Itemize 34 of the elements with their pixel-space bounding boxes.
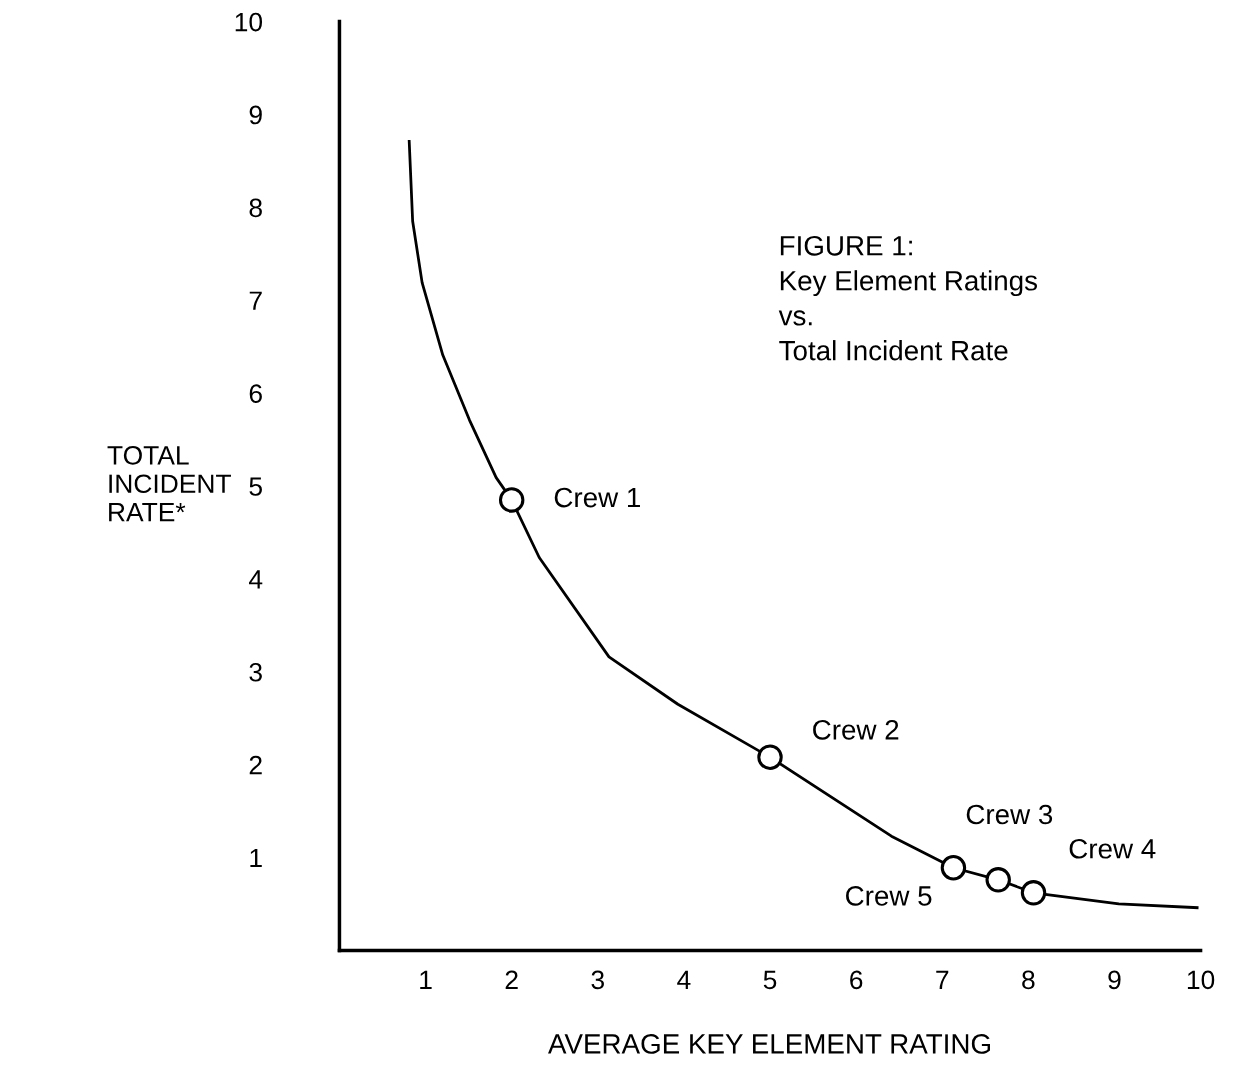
point [985,867,1011,893]
y-tick-label: 3 [249,662,262,682]
x-tick-label: 8 [1022,970,1035,990]
y-tick-label: 7 [249,291,262,310]
y-tick-label: 2 [249,755,262,775]
annotation: Crew 2 [813,720,899,740]
annotation: Crew 4 [1069,838,1156,859]
y-tick-label: 8 [249,198,262,218]
annotation: Crew 1 [554,487,640,508]
x-tick-label: 7 [936,970,949,989]
x-tick-label: 9 [1108,970,1121,990]
x-tick-label: 1 [420,970,432,989]
point [498,487,525,513]
x-tick-label: 6 [850,970,863,990]
y-tick-label: 9 [249,105,262,125]
point [1020,880,1047,906]
x-axis-title: AVERAGE KEY ELEMENT RATING [548,1034,990,1054]
x-tick-label: 4 [677,970,691,989]
y-tick-label: 5 [249,477,262,496]
point [757,744,783,770]
annotation: Crew 3 [966,804,1053,825]
line-series [407,140,1199,910]
annotation: FIGURE 1: Key Element Ratings vs. Total Incident Rate [778,235,1038,361]
y-tick-label: 10 [235,12,263,32]
x-tick-label: 3 [591,970,604,990]
annotation: Crew 5 [846,886,932,906]
y-tick-label: 6 [249,384,262,403]
x-tick-label: 10 [1187,970,1215,990]
x-tick-label: 2 [505,970,518,989]
y-tick-label: 4 [249,570,263,589]
y-tick-label: 1 [250,848,262,868]
x-tick-label: 5 [763,970,777,990]
y-axis-title: TOTAL INCIDENT RATE* [107,445,231,522]
point [940,855,967,881]
